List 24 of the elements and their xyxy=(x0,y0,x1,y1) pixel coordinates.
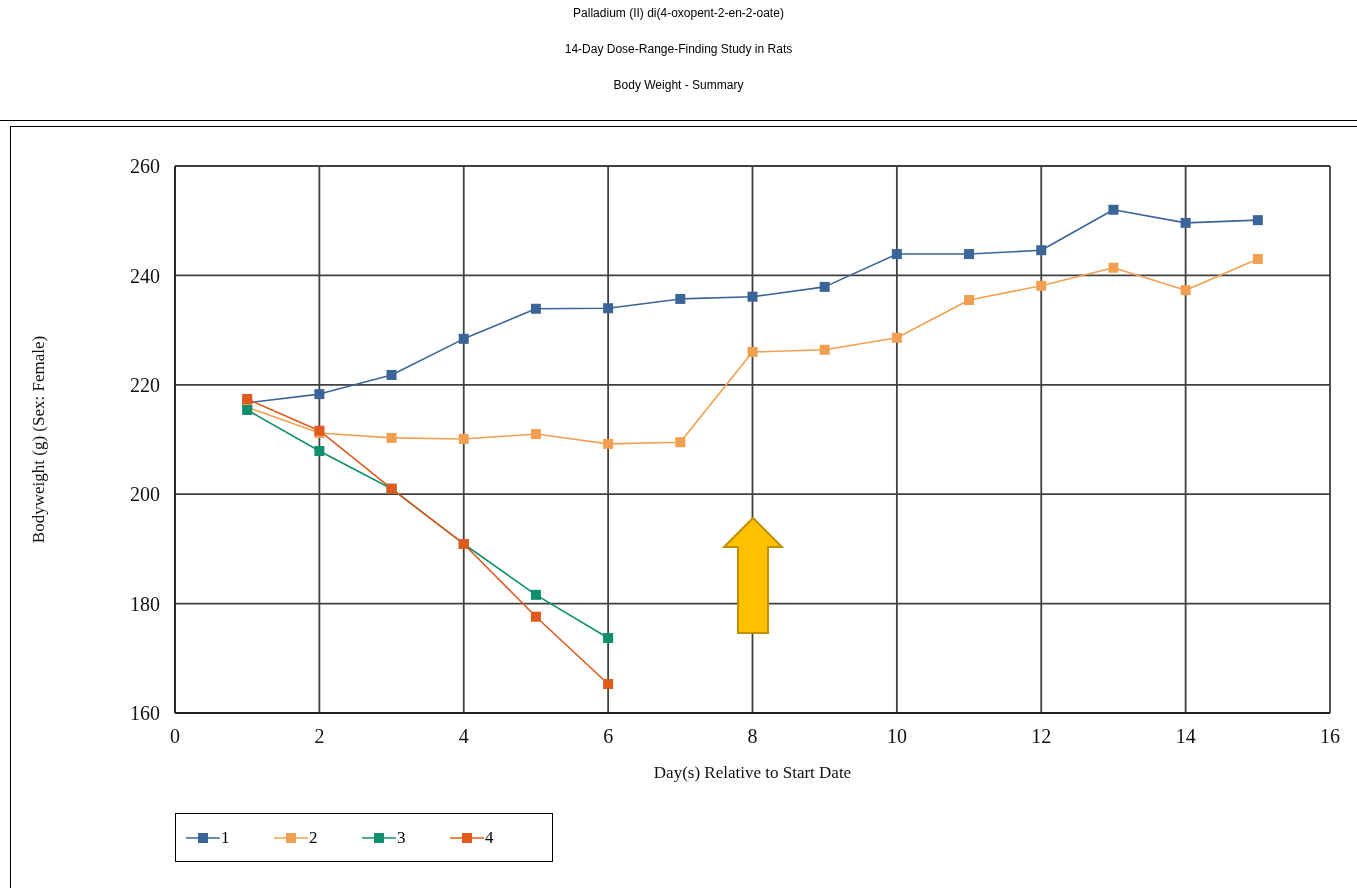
legend-label: 2 xyxy=(309,827,318,848)
legend-label: 3 xyxy=(397,827,406,848)
y-tick-label: 160 xyxy=(130,702,160,725)
x-tick-label: 16 xyxy=(1320,725,1340,748)
x-tick-label: 6 xyxy=(603,725,614,748)
y-axis-title: Bodyweight (g) (Sex: Female) xyxy=(29,335,49,544)
y-tick-label: 220 xyxy=(130,373,160,396)
x-tick-label: 14 xyxy=(1175,725,1196,748)
legend-label: 4 xyxy=(485,827,494,848)
x-tick-label: 2 xyxy=(314,725,325,748)
x-tick-label: 8 xyxy=(747,725,758,748)
chart-subtitle: 14-Day Dose-Range-Finding Study in Rats xyxy=(563,41,794,57)
x-tick-label: 10 xyxy=(886,725,907,748)
chart-title: Palladium (II) di(4-oxopent-2-en-2-oate) xyxy=(572,5,785,21)
y-tick-label: 240 xyxy=(130,264,160,287)
x-tick-label: 4 xyxy=(458,725,469,748)
legend-label: 1 xyxy=(221,827,230,848)
text: Body Weight - Summary xyxy=(612,77,745,93)
y-tick-label: 200 xyxy=(130,483,160,506)
x-tick-label: 12 xyxy=(1031,725,1052,748)
y-tick-label: 180 xyxy=(130,592,160,615)
y-tick-label: 260 xyxy=(130,155,160,178)
x-tick-label: 0 xyxy=(170,725,180,748)
x-axis-title: Day(s) Relative to Start Date xyxy=(653,763,852,782)
